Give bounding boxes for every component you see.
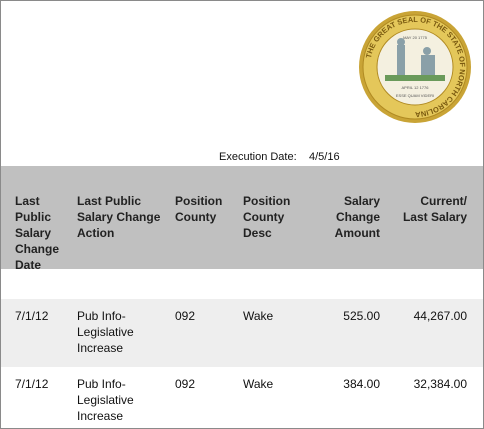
column-header: Salary Change Amount — [334, 194, 380, 240]
table-cell: 525.00 — [343, 309, 380, 323]
table-cell: 092 — [175, 309, 196, 323]
column-header: Current/ Last Salary — [402, 194, 467, 224]
table-cell: 32,384.00 — [413, 377, 467, 391]
seal-bottom-date: APRIL 12 1776 — [402, 85, 430, 90]
column-header: Last Public Salary Change Date — [15, 194, 60, 269]
table-cell: 7/1/12 — [15, 377, 49, 391]
table-cell: Wake — [243, 309, 274, 323]
table-cell: 7/1/12 — [15, 309, 49, 323]
table-cell: Wake — [243, 377, 274, 391]
table-cell: Pub Info-Legislative Increase — [77, 309, 134, 355]
column-header: Last Public Salary Change Action — [77, 194, 161, 240]
state-seal: THE GREAT SEAL OF THE STATE OF NORTH CAR… — [359, 11, 471, 123]
table-cell: 384.00 — [343, 377, 380, 391]
execution-label: Execution Date: — [219, 151, 297, 163]
table-cell: 092 — [175, 377, 196, 391]
seal-top-date: MAY 20 1775 — [403, 35, 428, 40]
column-header: Position County Desc — [243, 194, 291, 240]
seal-motto: ESSE QUAM VIDERI — [396, 93, 434, 98]
row-stripe — [1, 299, 483, 367]
column-header: Position County — [175, 194, 223, 224]
table-cell: Pub Info-Legislative Increase — [77, 377, 134, 423]
table-cell: 44,267.00 — [413, 309, 467, 323]
execution-value: 4/5/16 — [309, 151, 340, 163]
table-header: Last Public Salary Change Date Last Publi… — [1, 166, 483, 269]
